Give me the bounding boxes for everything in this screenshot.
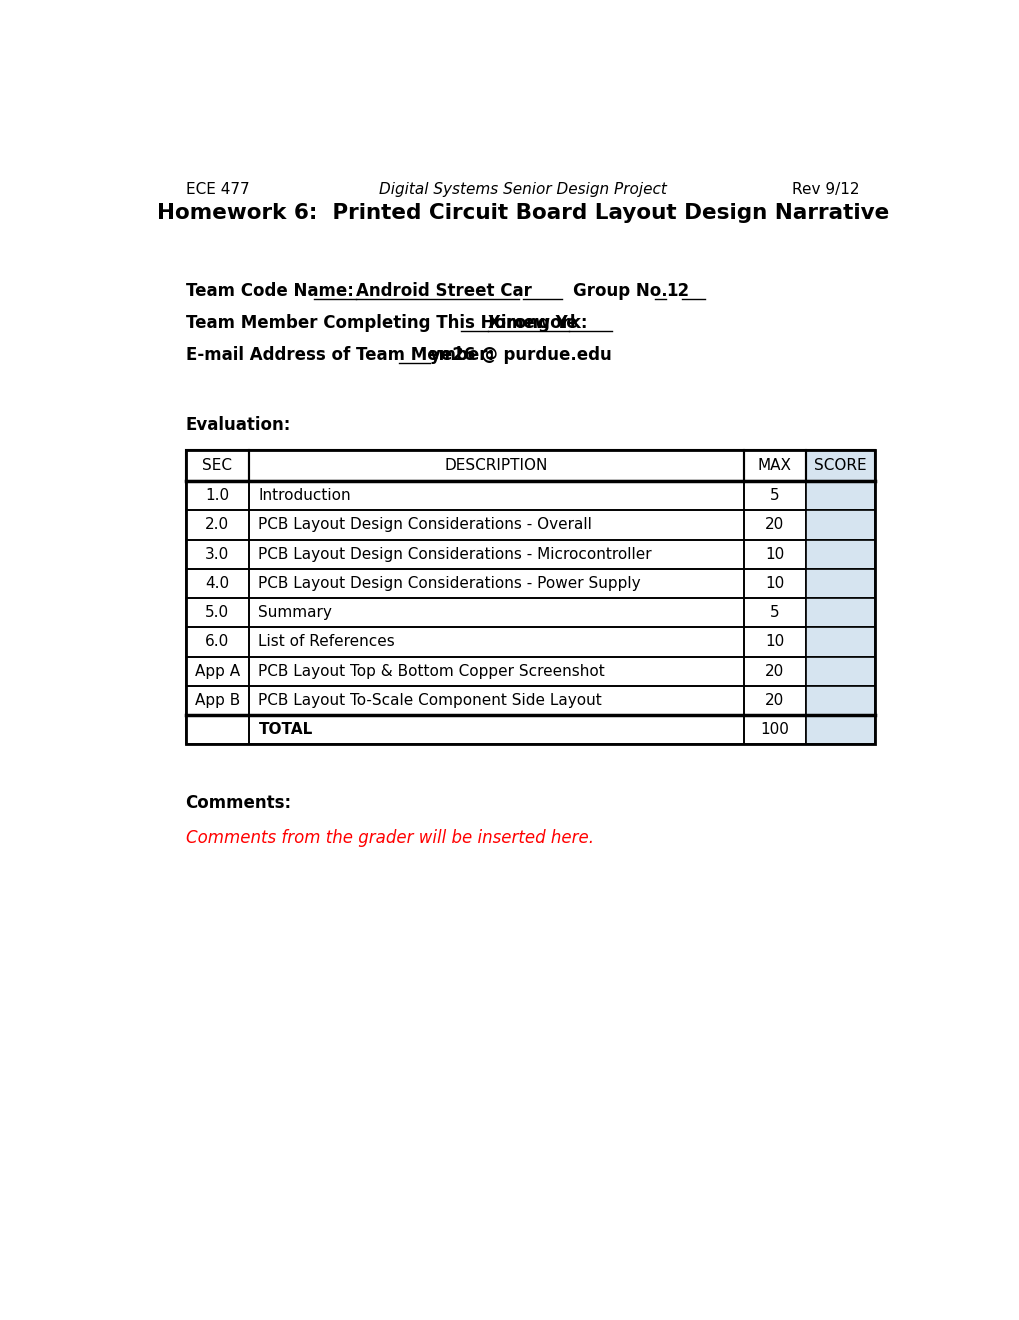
Bar	[249, 511, 743, 540]
Text: 1.0: 1.0	[205, 488, 229, 503]
Bar	[185, 540, 249, 569]
Text: 4.0: 4.0	[205, 576, 229, 591]
Text: 5: 5	[769, 605, 779, 620]
Text: 10: 10	[764, 635, 784, 649]
Bar	[249, 569, 743, 598]
Text: 100: 100	[759, 722, 789, 738]
Bar	[249, 480, 743, 511]
Bar	[249, 715, 743, 744]
Bar	[805, 480, 874, 511]
Text: TOTAL: TOTAL	[258, 722, 313, 738]
Text: 20: 20	[764, 664, 784, 678]
Text: App A: App A	[195, 664, 239, 678]
Text: Group No.: Group No.	[573, 281, 679, 300]
Text: 2.0: 2.0	[205, 517, 229, 532]
Bar	[185, 715, 249, 744]
Bar	[743, 569, 805, 598]
Text: 12: 12	[665, 281, 689, 300]
Text: Digital Systems Senior Design Project: Digital Systems Senior Design Project	[378, 182, 666, 197]
Bar	[805, 569, 874, 598]
Bar	[249, 656, 743, 686]
Bar	[743, 511, 805, 540]
Bar	[185, 569, 249, 598]
Bar	[743, 540, 805, 569]
Text: 5.0: 5.0	[205, 605, 229, 620]
Text: SCORE: SCORE	[813, 458, 866, 473]
Text: 20: 20	[764, 517, 784, 532]
Bar	[249, 450, 743, 480]
Text: Xirong Ye: Xirong Ye	[487, 314, 577, 331]
Bar	[805, 715, 874, 744]
Text: E-mail Address of Team Member:: E-mail Address of Team Member:	[185, 346, 499, 364]
Text: Homework 6:  Printed Circuit Board Layout Design Narrative: Homework 6: Printed Circuit Board Layout…	[157, 203, 888, 223]
Bar	[805, 511, 874, 540]
Bar	[185, 627, 249, 656]
Bar	[249, 598, 743, 627]
Bar	[743, 480, 805, 511]
Bar	[805, 686, 874, 715]
Text: Team Member Completing This Homework:: Team Member Completing This Homework:	[185, 314, 604, 331]
Text: 20: 20	[764, 693, 784, 708]
Bar	[743, 686, 805, 715]
Text: Evaluation:: Evaluation:	[185, 416, 290, 433]
Text: 6.0: 6.0	[205, 635, 229, 649]
Text: Comments:: Comments:	[185, 795, 291, 812]
Text: Rev 9/12: Rev 9/12	[792, 182, 859, 197]
Bar	[743, 656, 805, 686]
Text: App B: App B	[195, 693, 239, 708]
Bar	[805, 627, 874, 656]
Bar	[249, 686, 743, 715]
Bar	[249, 540, 743, 569]
Bar	[743, 715, 805, 744]
Text: MAX: MAX	[757, 458, 791, 473]
Bar	[185, 598, 249, 627]
Text: List of References: List of References	[258, 635, 394, 649]
Text: 10: 10	[764, 546, 784, 562]
Bar	[805, 450, 874, 480]
Text: Summary: Summary	[258, 605, 332, 620]
Text: Team Code Name:: Team Code Name:	[185, 281, 359, 300]
Bar	[185, 511, 249, 540]
Text: 10: 10	[764, 576, 784, 591]
Bar	[805, 656, 874, 686]
Bar	[805, 450, 874, 480]
Bar	[185, 686, 249, 715]
Text: 3.0: 3.0	[205, 546, 229, 562]
Bar	[743, 598, 805, 627]
Text: PCB Layout Design Considerations - Overall: PCB Layout Design Considerations - Overa…	[258, 517, 592, 532]
Bar	[185, 450, 874, 744]
Text: DESCRIPTION: DESCRIPTION	[444, 458, 547, 473]
Bar	[185, 480, 249, 511]
Text: ye26 @ purdue.edu: ye26 @ purdue.edu	[429, 346, 611, 364]
Text: Introduction: Introduction	[258, 488, 351, 503]
Text: SEC: SEC	[202, 458, 232, 473]
Bar	[805, 598, 874, 627]
Bar	[805, 540, 874, 569]
Text: ECE 477: ECE 477	[185, 182, 249, 197]
Bar	[743, 450, 805, 480]
Text: PCB Layout Top & Bottom Copper Screenshot: PCB Layout Top & Bottom Copper Screensho…	[258, 664, 604, 678]
Bar	[185, 656, 249, 686]
Bar	[249, 627, 743, 656]
Bar	[185, 450, 249, 480]
Text: PCB Layout To-Scale Component Side Layout: PCB Layout To-Scale Component Side Layou…	[258, 693, 601, 708]
Text: Android Street Car: Android Street Car	[356, 281, 532, 300]
Text: Comments from the grader will be inserted here.: Comments from the grader will be inserte…	[185, 829, 593, 847]
Text: PCB Layout Design Considerations - Microcontroller: PCB Layout Design Considerations - Micro…	[258, 546, 651, 562]
Text: PCB Layout Design Considerations - Power Supply: PCB Layout Design Considerations - Power…	[258, 576, 641, 591]
Text: 5: 5	[769, 488, 779, 503]
Bar	[743, 627, 805, 656]
